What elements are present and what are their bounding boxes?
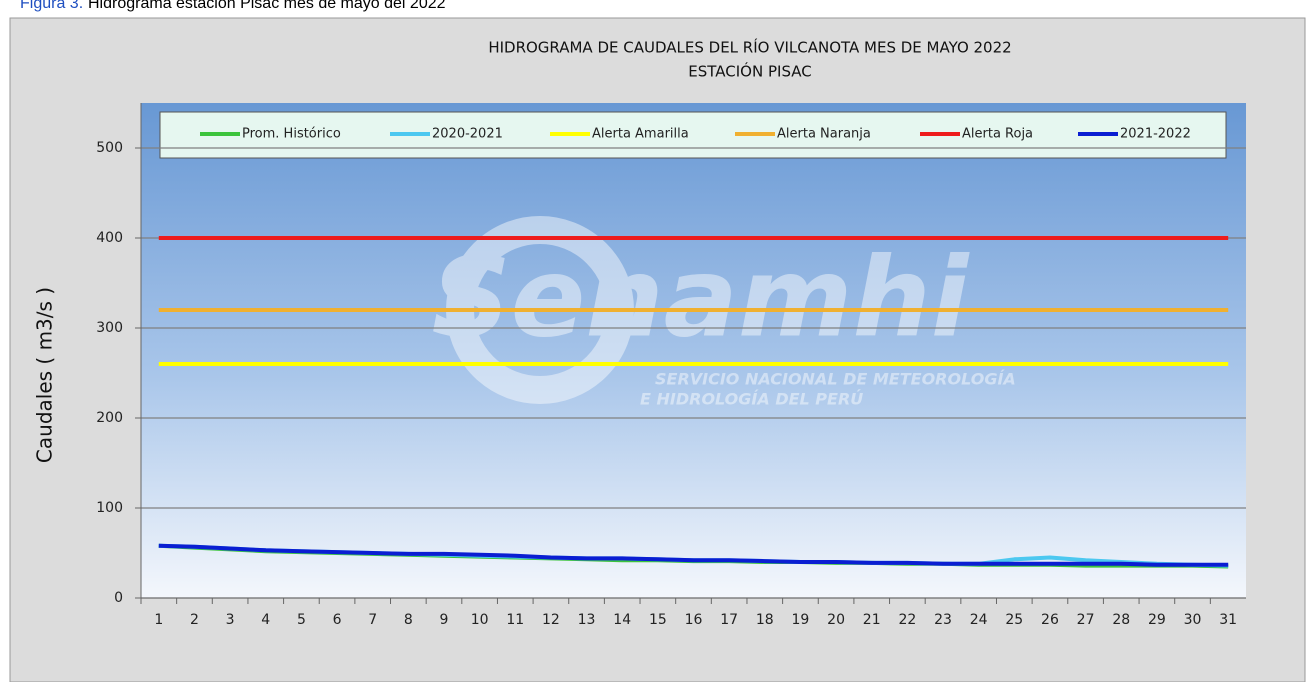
x-tick-label: 7 xyxy=(368,612,377,628)
watermark-name: Senamhi xyxy=(431,233,969,361)
x-tick-label: 6 xyxy=(333,612,342,628)
legend-label: Alerta Roja xyxy=(962,127,1033,142)
caption-text: Hidrograma estación Pisac mes de mayo de… xyxy=(88,0,446,12)
series-line xyxy=(158,543,1229,567)
x-tick-label: 22 xyxy=(898,612,916,628)
legend-entries: Prom. Histórico 2020-2021 Alerta Amarilla A… xyxy=(200,127,1191,142)
y-tick-label: 0 xyxy=(114,590,123,606)
x-tick-label: 3 xyxy=(226,612,235,628)
x-tick-label: 28 xyxy=(1112,612,1130,628)
legend-label: 2020-2021 xyxy=(432,127,503,142)
chart-subtitle: ESTACIÓN PISAC xyxy=(688,62,811,81)
x-tick-label: 21 xyxy=(863,612,881,628)
x-tick-label: 1 xyxy=(154,612,163,628)
x-tick-label: 18 xyxy=(756,612,774,628)
x-tick-label: 9 xyxy=(440,612,449,628)
caption-label: Figura 3. xyxy=(20,0,83,12)
y-tick-label: 200 xyxy=(96,410,123,426)
x-tick-label: 30 xyxy=(1184,612,1202,628)
x-tick-label: 13 xyxy=(578,612,596,628)
x-tick-label: 29 xyxy=(1148,612,1166,628)
y-tick-label: 300 xyxy=(96,320,123,336)
x-tick-label: 5 xyxy=(297,612,306,628)
x-tick-label: 20 xyxy=(827,612,845,628)
y-tick-label: 100 xyxy=(96,500,123,516)
x-tick-label: 17 xyxy=(720,612,738,628)
watermark-line: SERVICIO NACIONAL DE METEOROLOGÍA xyxy=(655,370,1016,389)
x-tick-label: 26 xyxy=(1041,612,1059,628)
chart-title: HIDROGRAMA DE CAUDALES DEL RÍO VILCANOTA… xyxy=(488,38,1011,57)
watermark-line: E HIDROLOGÍA DEL PERÚ xyxy=(640,390,863,409)
x-tick-label: 19 xyxy=(792,612,810,628)
x-tick-label: 14 xyxy=(613,612,631,628)
x-tick-label: 15 xyxy=(649,612,667,628)
x-tick-label: 8 xyxy=(404,612,413,628)
legend-label: Alerta Amarilla xyxy=(592,127,689,142)
x-tick-label: 16 xyxy=(685,612,703,628)
x-tick-label: 25 xyxy=(1005,612,1023,628)
legend-label: Prom. Histórico xyxy=(242,127,341,142)
x-tick-label: 2 xyxy=(190,612,199,628)
x-tick-label: 12 xyxy=(542,612,560,628)
legend-label: Alerta Naranja xyxy=(777,127,871,142)
x-tick-label: 11 xyxy=(506,612,524,628)
x-tick-label: 27 xyxy=(1077,612,1095,628)
x-tick-label: 10 xyxy=(471,612,489,628)
watermark: Senamhi SERVICIO NACIONAL DE METEOROLOGÍ… xyxy=(431,216,1016,409)
legend-label: 2021-2022 xyxy=(1120,127,1191,142)
y-axis-label: Caudales ( m3/s ) xyxy=(33,287,57,463)
legend xyxy=(159,111,1227,159)
x-tick-label: 4 xyxy=(261,612,270,628)
lines xyxy=(158,236,1229,569)
x-tick-label: 31 xyxy=(1219,612,1237,628)
plot-area xyxy=(141,103,1246,598)
x-tick-label: 24 xyxy=(970,612,988,628)
y-tick-label: 500 xyxy=(96,140,123,156)
y-tick-label: 400 xyxy=(96,230,123,246)
x-tick-label: 23 xyxy=(934,612,952,628)
